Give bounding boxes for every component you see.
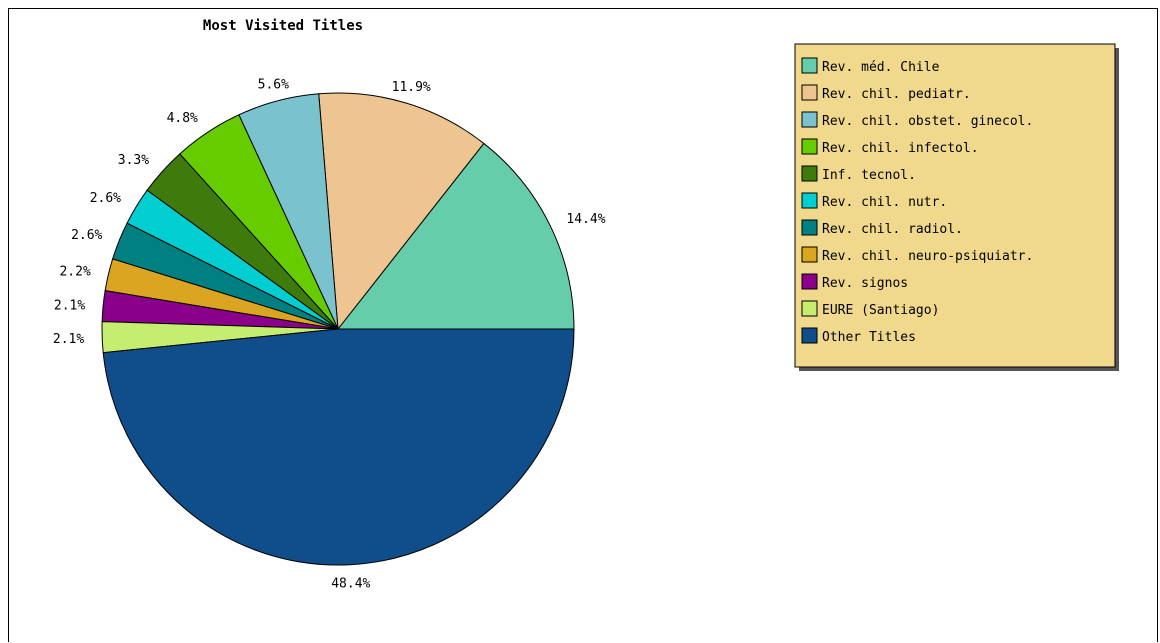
pie-percent-labels: 14.4% 11.9% 5.6% 4.8% 3.3% 2.6% 2.6% 2.2% 2.1% 2.… <box>53 77 606 591</box>
pie-percent-label: 2.6% <box>90 191 121 206</box>
legend-swatch <box>801 84 818 101</box>
legend-label: Rev. chil. infectol. <box>822 141 979 156</box>
legend: Rev. méd. Chile Rev. chil. pediatr. Rev. c… <box>794 43 1119 371</box>
pie-percent-label: 2.1% <box>53 332 84 347</box>
pie-percent-label: 2.1% <box>54 298 85 313</box>
legend-swatch <box>801 273 818 290</box>
legend-label: Rev. chil. nutr. <box>822 195 947 210</box>
legend-label: Rev. chil. pediatr. <box>822 87 971 102</box>
legend-swatch <box>801 57 818 74</box>
pie-percent-label: 5.6% <box>258 77 289 92</box>
pie-percent-label: 14.4% <box>566 212 605 227</box>
pie-percent-label: 48.4% <box>331 577 370 592</box>
legend-swatch <box>801 327 818 344</box>
pie-percent-label: 11.9% <box>392 80 431 95</box>
legend-label: EURE (Santiago) <box>822 303 939 318</box>
pie-percent-label: 4.8% <box>167 111 198 126</box>
legend-swatch <box>801 138 818 155</box>
pie-percent-label: 2.2% <box>59 265 90 280</box>
legend-swatch <box>801 111 818 128</box>
pie-slice <box>102 328 575 566</box>
legend-swatch <box>801 219 818 236</box>
legend-label: Rev. chil. obstet. ginecol. <box>822 114 1033 129</box>
legend-swatch <box>801 300 818 317</box>
legend-swatch <box>801 165 818 182</box>
legend-label: Inf. tecnol. <box>822 168 916 183</box>
chart-title: Most Visited Titles <box>203 18 363 34</box>
legend-label: Rev. chil. neuro-psiquiatr. <box>822 249 1033 264</box>
legend-label: Rev. signos <box>822 276 908 291</box>
pie-slices <box>101 92 575 566</box>
legend-label: Rev. chil. radiol. <box>822 222 963 237</box>
pie-chart: Most Visited Titles 14.4% 11.9% 5.6% 4.8% 3.… <box>53 18 1119 592</box>
pie-slice <box>336 142 575 330</box>
legend-label: Other Titles <box>822 330 916 345</box>
legend-swatch <box>801 246 818 263</box>
pie-percent-label: 2.6% <box>71 228 102 243</box>
pie-percent-label: 3.3% <box>118 153 149 168</box>
pie-slice <box>318 92 485 331</box>
legend-swatch <box>801 192 818 209</box>
legend-box <box>794 43 1116 368</box>
chart-frame: Most Visited Titles 14.4% 11.9% 5.6% 4.8% 3.… <box>8 8 1158 642</box>
legend-label: Rev. méd. Chile <box>822 60 940 75</box>
